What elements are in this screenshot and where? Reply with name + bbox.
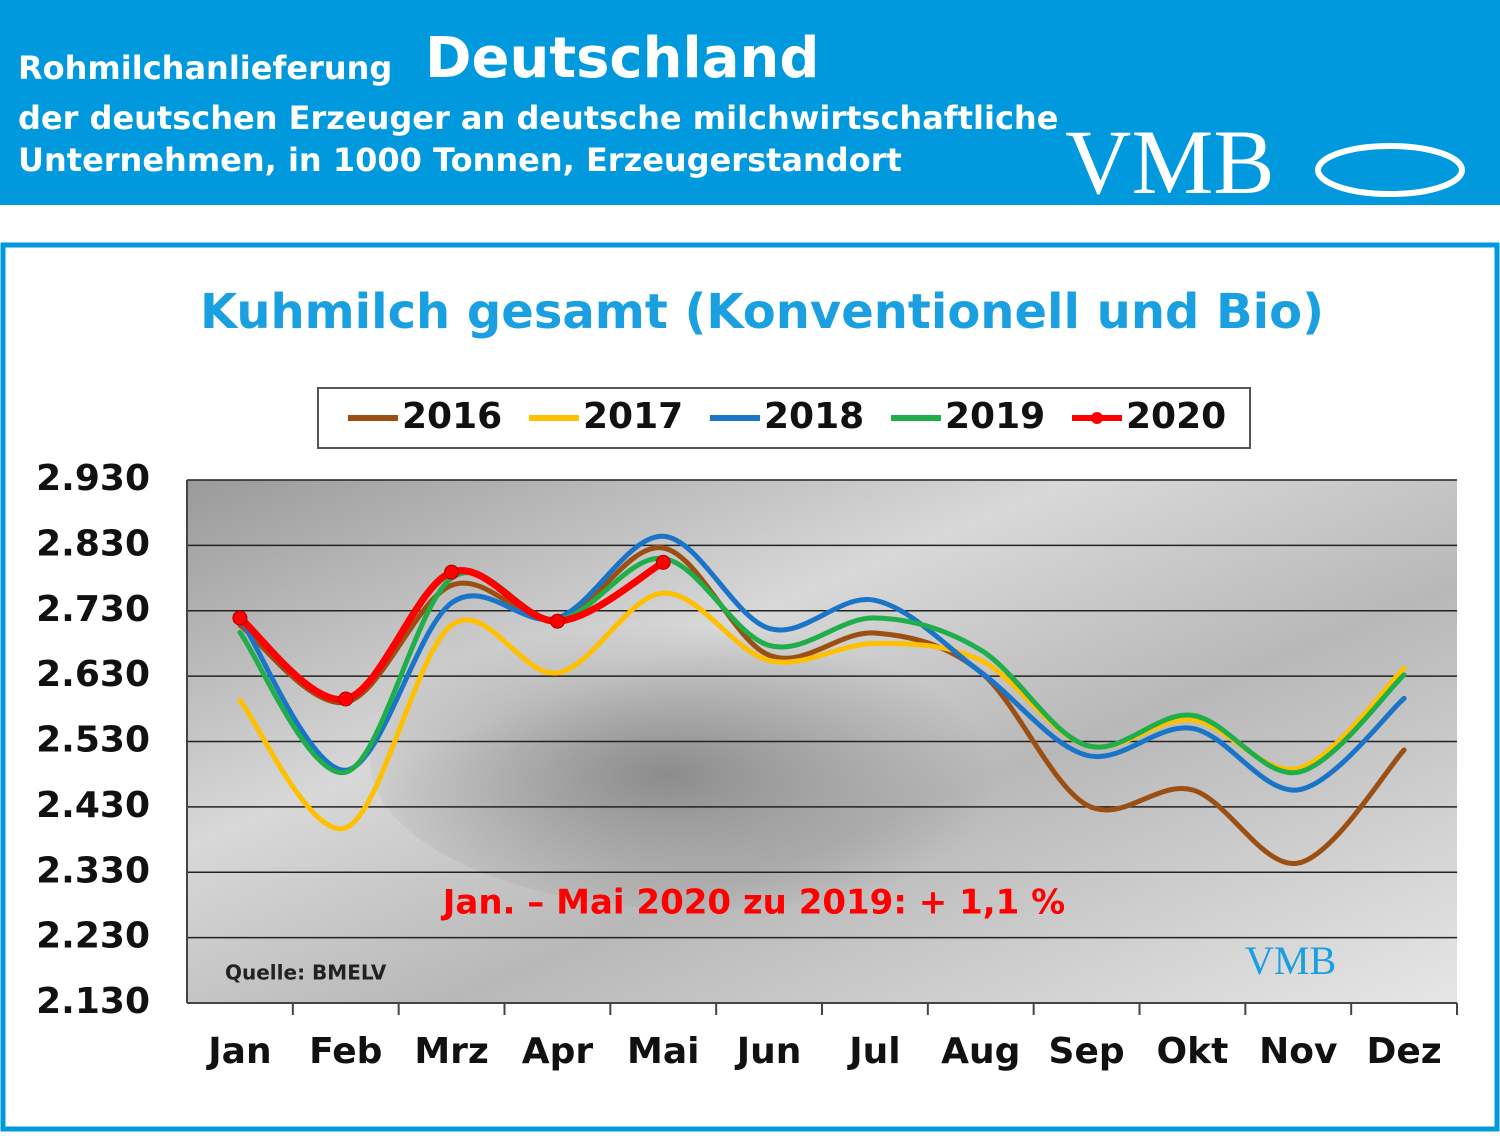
logo-swirl (1315, 143, 1465, 197)
x-tick-label: Dez (1366, 1031, 1441, 1072)
x-tick-label: Apr (522, 1031, 594, 1072)
plot-decoration (370, 610, 1030, 910)
header-title-large: Deutschland (425, 26, 819, 91)
header-title-small: Rohmilchanlieferung (18, 49, 392, 87)
y-tick-label: 2.430 (36, 785, 150, 826)
x-tick-label: Sep (1049, 1031, 1125, 1072)
series-marker (444, 564, 460, 580)
y-tick-label: 2.830 (36, 523, 150, 564)
header-band (0, 0, 1500, 205)
source-note: Quelle: BMELV (225, 961, 387, 985)
series-line (237, 545, 1407, 866)
watermark-logo: VMB (1245, 938, 1336, 983)
legend-label: 2017 (583, 396, 683, 437)
x-tick-label: Jan (205, 1031, 271, 1072)
header-line: Unternehmen, in 1000 Tonnen, Erzeugersta… (18, 141, 902, 179)
series-marker (655, 554, 671, 570)
y-tick-label: 2.530 (36, 720, 150, 761)
legend-label: 2019 (945, 396, 1045, 437)
x-tick-label: Okt (1157, 1031, 1229, 1072)
series-line (237, 555, 1407, 776)
series-marker (549, 613, 565, 629)
chart-title: Kuhmilch gesamt (Konventionell und Bio) (200, 284, 1324, 340)
series-line (237, 590, 1407, 832)
x-tick-label: Nov (1259, 1031, 1337, 1072)
x-tick-label: Feb (309, 1031, 382, 1072)
legend-label: 2018 (764, 396, 864, 437)
legend-label: 2016 (402, 396, 502, 437)
series-line (237, 533, 1407, 793)
annotation: Jan. – Mai 2020 zu 2019: + 1,1 % (441, 883, 1065, 923)
logo: VMB (1065, 111, 1275, 213)
legend-marker (1091, 412, 1103, 424)
series-marker (338, 691, 354, 707)
header-line: der deutschen Erzeuger an deutsche milch… (18, 99, 1058, 137)
x-tick-label: Jun (734, 1031, 802, 1072)
y-tick-label: 2.730 (36, 589, 150, 630)
y-tick-label: 2.130 (36, 981, 150, 1022)
y-tick-label: 2.330 (36, 850, 150, 891)
x-tick-label: Mrz (414, 1031, 489, 1072)
y-tick-label: 2.230 (36, 916, 150, 957)
series-marker (232, 610, 248, 626)
x-tick-label: Aug (941, 1031, 1020, 1072)
legend-label: 2020 (1126, 396, 1226, 437)
x-tick-label: Jul (846, 1031, 900, 1072)
y-tick-label: 2.930 (36, 458, 150, 499)
y-tick-label: 2.630 (36, 654, 150, 695)
x-tick-label: Mai (627, 1031, 699, 1072)
